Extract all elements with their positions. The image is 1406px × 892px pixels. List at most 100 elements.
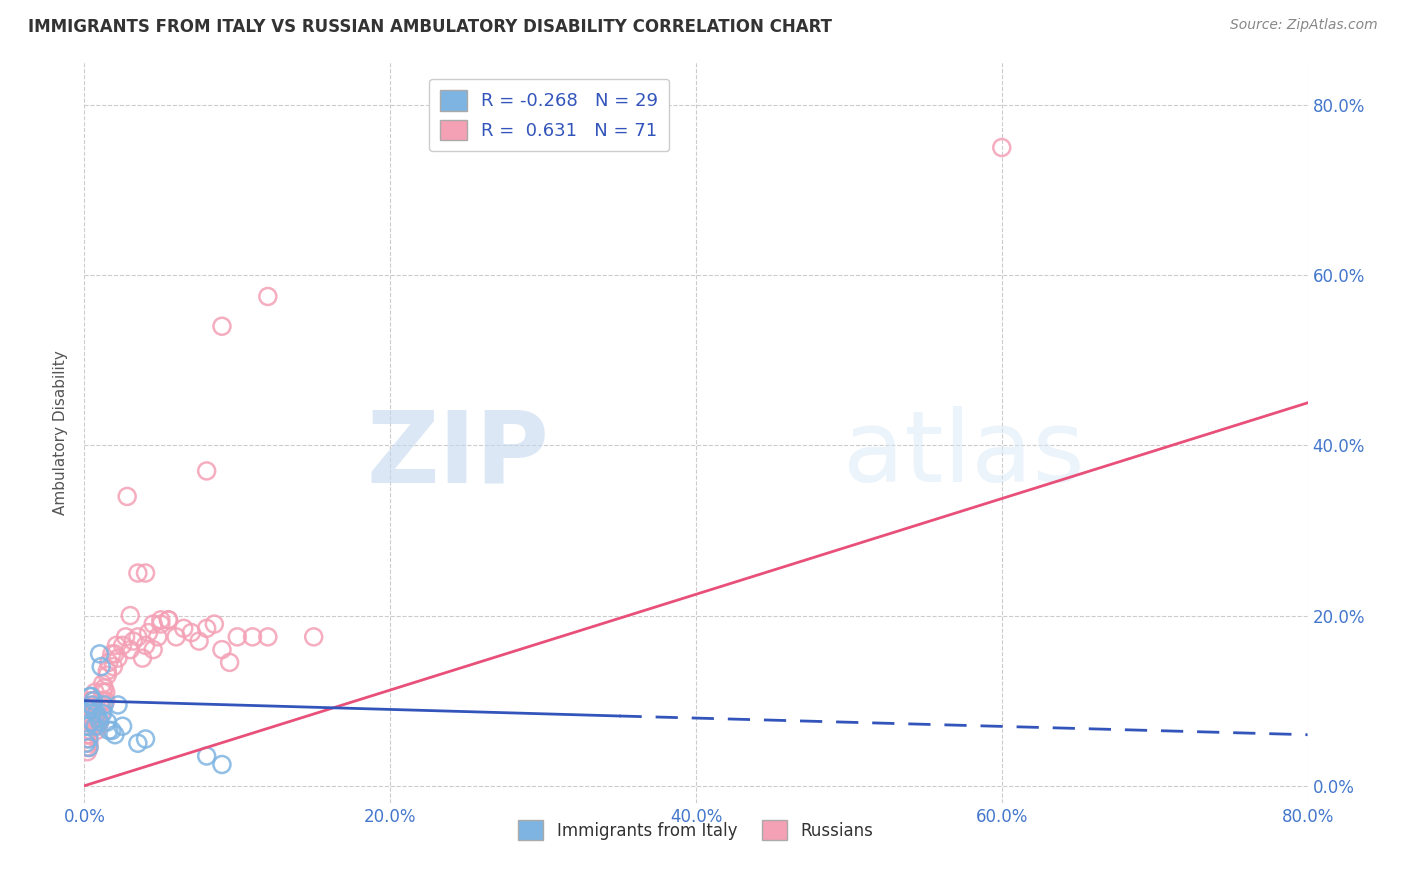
Y-axis label: Ambulatory Disability: Ambulatory Disability xyxy=(53,351,69,515)
Point xyxy=(75,731,97,746)
Point xyxy=(101,647,124,661)
Point xyxy=(195,749,218,764)
Point xyxy=(127,630,149,644)
Point xyxy=(86,723,108,738)
Point xyxy=(77,740,100,755)
Point xyxy=(195,464,218,478)
Point xyxy=(76,702,98,716)
Point xyxy=(242,630,264,644)
Point xyxy=(218,656,240,670)
Point xyxy=(111,719,134,733)
Point xyxy=(83,694,105,708)
Text: ZIP: ZIP xyxy=(367,407,550,503)
Point xyxy=(87,711,110,725)
Point xyxy=(80,702,103,716)
Point xyxy=(180,625,202,640)
Point xyxy=(79,706,101,721)
Point xyxy=(86,706,108,721)
Point xyxy=(149,617,172,632)
Point xyxy=(135,566,157,580)
Point xyxy=(105,639,128,653)
Point xyxy=(257,289,280,303)
Point xyxy=(94,694,117,708)
Point xyxy=(127,736,149,750)
Point xyxy=(103,659,125,673)
Point xyxy=(83,702,105,716)
Point xyxy=(211,319,233,334)
Point xyxy=(76,714,98,729)
Point xyxy=(120,608,142,623)
Point xyxy=(115,490,138,504)
Point xyxy=(131,651,153,665)
Point xyxy=(75,736,97,750)
Point xyxy=(93,694,115,708)
Point xyxy=(120,642,142,657)
Point xyxy=(79,694,101,708)
Point xyxy=(89,647,111,661)
Point xyxy=(94,685,117,699)
Point xyxy=(165,630,187,644)
Point xyxy=(97,656,120,670)
Point xyxy=(188,634,211,648)
Point xyxy=(211,757,233,772)
Point xyxy=(77,723,100,738)
Point xyxy=(146,630,169,644)
Point xyxy=(96,664,118,678)
Point xyxy=(90,694,112,708)
Point xyxy=(77,728,100,742)
Point xyxy=(202,617,225,632)
Point xyxy=(138,625,160,640)
Point xyxy=(79,714,101,729)
Point xyxy=(76,723,98,738)
Point xyxy=(76,719,98,733)
Point xyxy=(96,668,118,682)
Point xyxy=(127,566,149,580)
Point xyxy=(135,639,157,653)
Point xyxy=(86,711,108,725)
Point xyxy=(93,698,115,712)
Point xyxy=(79,702,101,716)
Legend: Immigrants from Italy, Russians: Immigrants from Italy, Russians xyxy=(512,814,880,847)
Point xyxy=(77,740,100,755)
Point xyxy=(87,719,110,733)
Point xyxy=(157,613,180,627)
Point xyxy=(107,651,129,665)
Point xyxy=(142,642,165,657)
Point xyxy=(80,694,103,708)
Point xyxy=(77,731,100,746)
Point xyxy=(157,613,180,627)
Point xyxy=(90,659,112,673)
Point xyxy=(86,714,108,729)
Point xyxy=(142,617,165,632)
Point xyxy=(83,694,105,708)
Point xyxy=(991,140,1014,154)
Point xyxy=(84,685,107,699)
Point xyxy=(104,647,127,661)
Point xyxy=(90,706,112,721)
Point xyxy=(173,621,195,635)
Point xyxy=(91,706,114,721)
Point xyxy=(91,676,114,690)
Point xyxy=(77,711,100,725)
Point xyxy=(122,634,145,648)
Point xyxy=(91,685,114,699)
Point xyxy=(80,714,103,729)
Point xyxy=(89,698,111,712)
Text: IMMIGRANTS FROM ITALY VS RUSSIAN AMBULATORY DISABILITY CORRELATION CHART: IMMIGRANTS FROM ITALY VS RUSSIAN AMBULAT… xyxy=(28,18,832,36)
Text: Source: ZipAtlas.com: Source: ZipAtlas.com xyxy=(1230,18,1378,32)
Point xyxy=(84,719,107,733)
Point xyxy=(104,728,127,742)
Point xyxy=(211,642,233,657)
Point xyxy=(76,745,98,759)
Point xyxy=(79,690,101,704)
Point xyxy=(107,698,129,712)
Point xyxy=(89,714,111,729)
Point xyxy=(111,639,134,653)
Text: atlas: atlas xyxy=(842,407,1084,503)
Point xyxy=(76,728,98,742)
Point xyxy=(226,630,249,644)
Point xyxy=(84,719,107,733)
Point xyxy=(87,702,110,716)
Point xyxy=(83,698,105,712)
Point xyxy=(114,630,136,644)
